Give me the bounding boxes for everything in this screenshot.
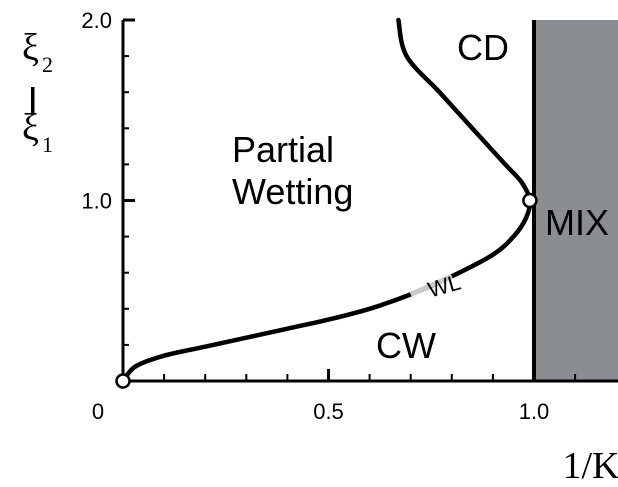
marker-point [522,192,538,209]
y-label-numerator-sub: 2 [42,52,53,77]
markers [115,192,538,389]
region-label: CD [457,27,509,68]
x-axis-label: 1/K [563,445,618,487]
phase-boundary-curve [120,17,533,384]
x-tick-label: 0.5 [313,399,344,424]
region-label: MIX [545,202,609,243]
y-label-fraction-bar [31,87,35,115]
x-tick-label: 0 [92,399,104,424]
marker-point [115,373,131,389]
tick-labels: 0 0.5 1.0 1.0 2.0 [81,8,549,424]
y-label-denominator: ξ [22,107,39,149]
y-label-numerator: ξ [22,27,39,69]
region-label: Partial [232,129,334,170]
x-tick-label: 1.0 [519,399,550,424]
y-tick-label: 1.0 [81,189,112,214]
y-label-denominator-sub: 1 [42,132,53,157]
region-label: Wetting [232,171,353,212]
wl-segment [409,274,453,297]
mix-region [534,20,618,381]
region-label: CW [376,325,436,366]
y-axis-label: ξ 2 ξ 1 [22,27,53,157]
wl-annotation: WL [425,269,464,302]
y-tick-label: 2.0 [81,8,112,33]
